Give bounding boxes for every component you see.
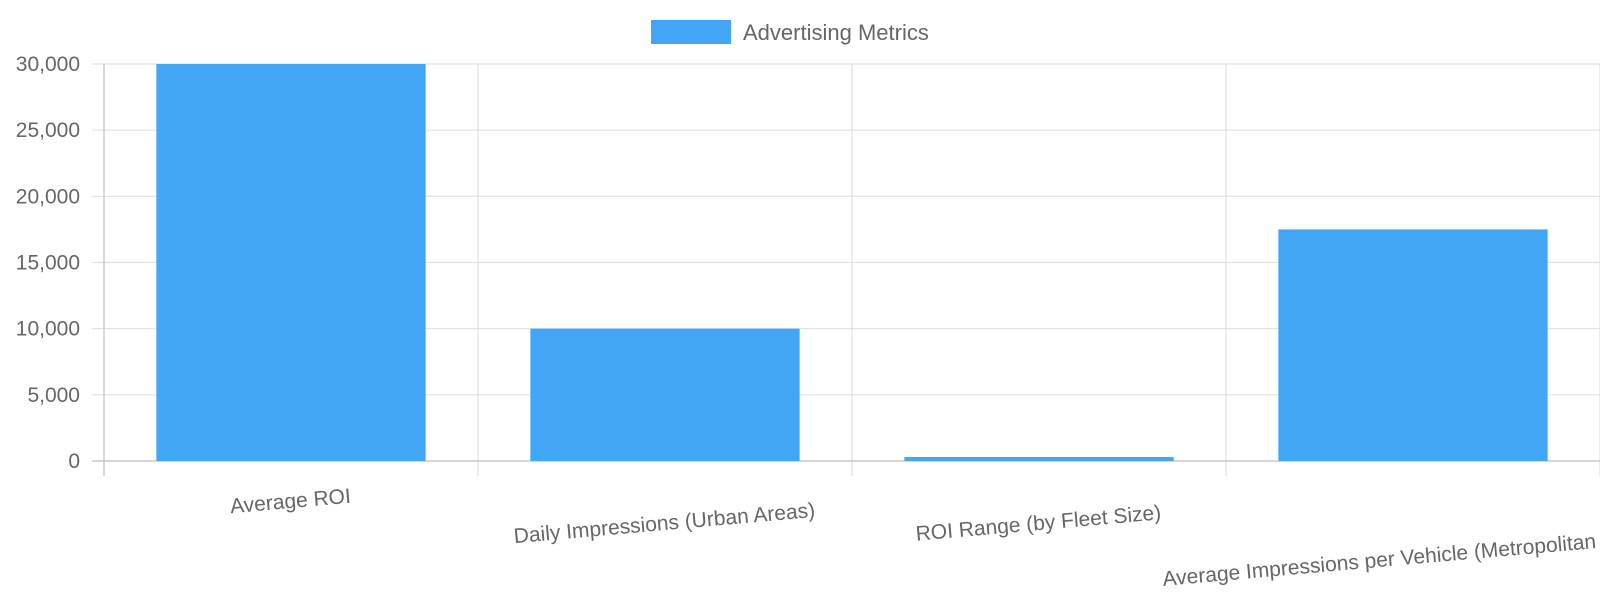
y-tick-label: 0 (68, 450, 80, 473)
bar (904, 457, 1174, 461)
y-tick-label: 30,000 (16, 53, 80, 76)
x-tick-label: ROI Range (by Fleet Size) (915, 501, 1162, 545)
x-axis-ticks: Average ROI Daily Impressions (Urban Area… (229, 485, 1600, 591)
y-tick-label: 5,000 (27, 384, 80, 407)
legend[interactable]: Advertising Metrics (651, 20, 929, 45)
legend-label: Advertising Metrics (743, 20, 929, 45)
bars (156, 64, 1548, 461)
x-tick-label: Average ROI (229, 485, 352, 518)
x-tick-label: Daily Impressions (Urban Areas) (513, 499, 816, 548)
y-tick-label: 10,000 (16, 318, 80, 341)
bar (530, 328, 800, 461)
y-tick-label: 25,000 (16, 119, 80, 142)
legend-swatch (651, 20, 731, 44)
bar (156, 64, 426, 461)
y-axis-ticks: 0 5,000 10,000 15,000 20,000 25,000 30,000 (16, 53, 80, 473)
y-tick-label: 15,000 (16, 252, 80, 275)
bar (1278, 229, 1548, 461)
x-tick-label: Average Impressions per Vehicle (Metropo… (1162, 524, 1600, 591)
y-tick-label: 20,000 (16, 185, 80, 208)
